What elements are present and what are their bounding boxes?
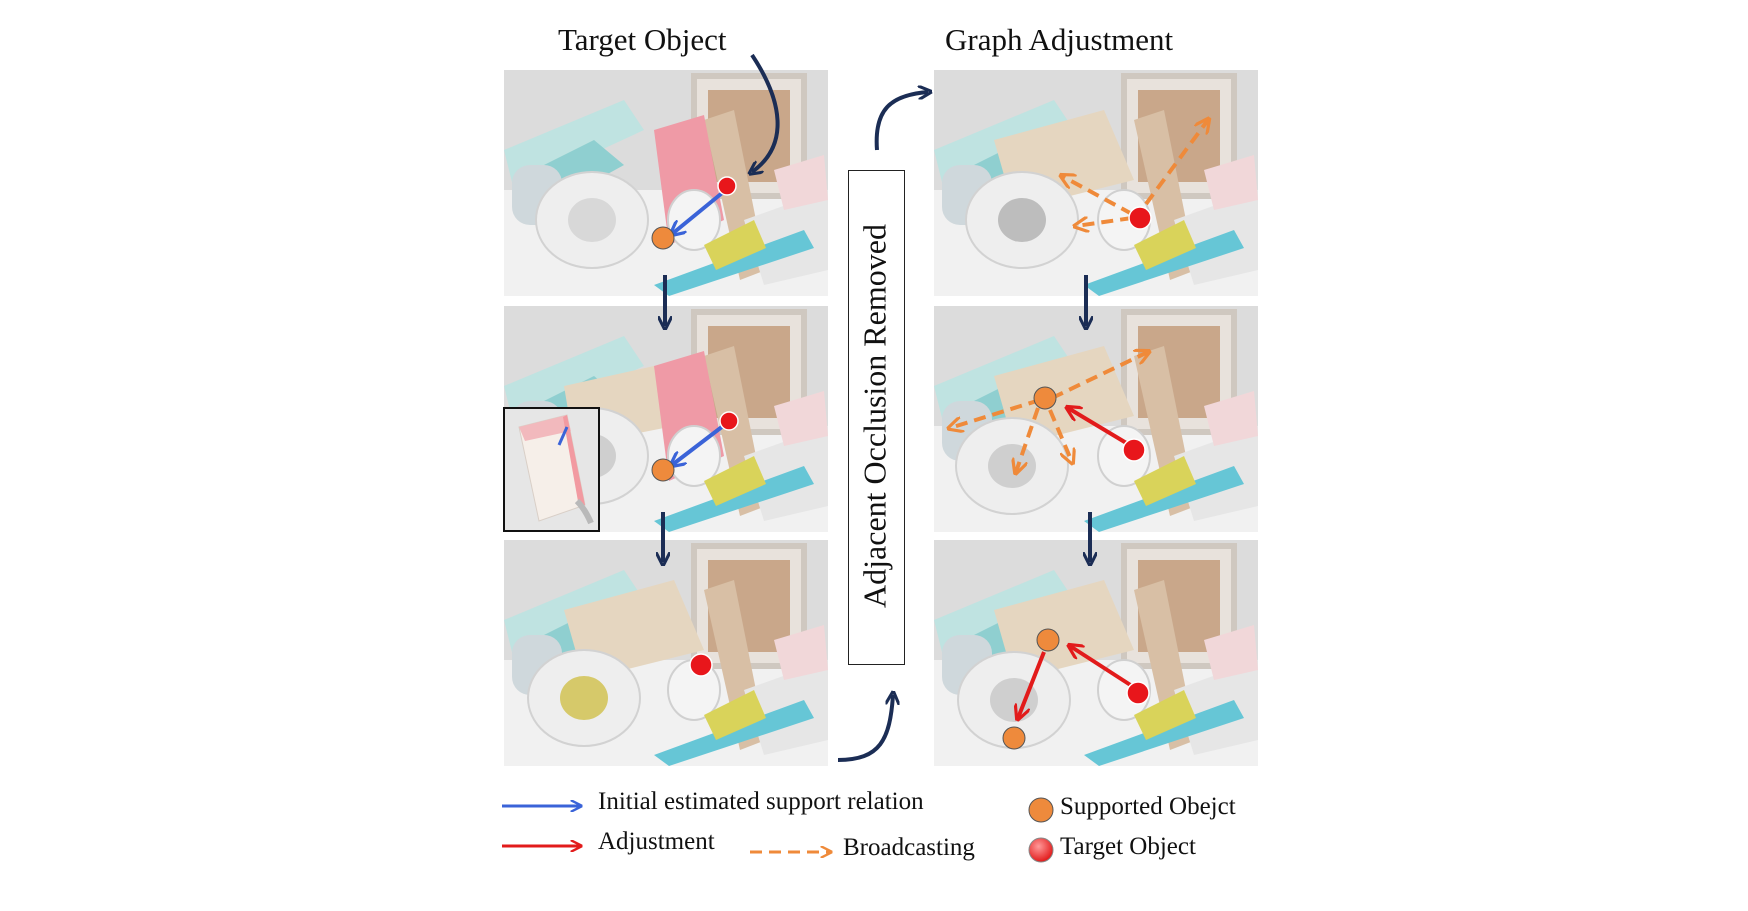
legend-supported-label: Supported Obejct — [1060, 793, 1236, 820]
scene-panel-adjust-3 — [934, 540, 1258, 766]
scene-panel-step-1 — [504, 70, 828, 296]
occlusion-removed-box — [848, 170, 905, 665]
legend-supported-node — [1028, 797, 1054, 823]
legend-target-label: Target Object — [1060, 833, 1196, 860]
scene-render — [504, 70, 828, 296]
scene-render — [934, 540, 1258, 766]
legend-adjustment-label: Adjustment — [598, 828, 715, 855]
scene-render — [934, 70, 1258, 296]
scene-render — [504, 540, 828, 766]
legend-target-node — [1028, 837, 1054, 863]
legend-initial-label: Initial estimated support relation — [598, 788, 924, 815]
zoom-inset — [503, 407, 600, 532]
right-column-heading: Graph Adjustment — [945, 22, 1174, 57]
scene-panel-adjust-2 — [934, 306, 1258, 532]
legend-broadcasting-label: Broadcasting — [843, 834, 975, 861]
transition-arrow-lower — [837, 695, 893, 762]
transition-arrow-upper — [874, 92, 928, 151]
scene-render — [934, 306, 1258, 532]
left-column-heading: Target Object — [558, 22, 727, 57]
occlusion-removed-label: Adjacent Occlusion Removed — [856, 224, 893, 608]
scene-panel-step-3 — [504, 540, 828, 766]
scene-panel-adjust-1 — [934, 70, 1258, 296]
